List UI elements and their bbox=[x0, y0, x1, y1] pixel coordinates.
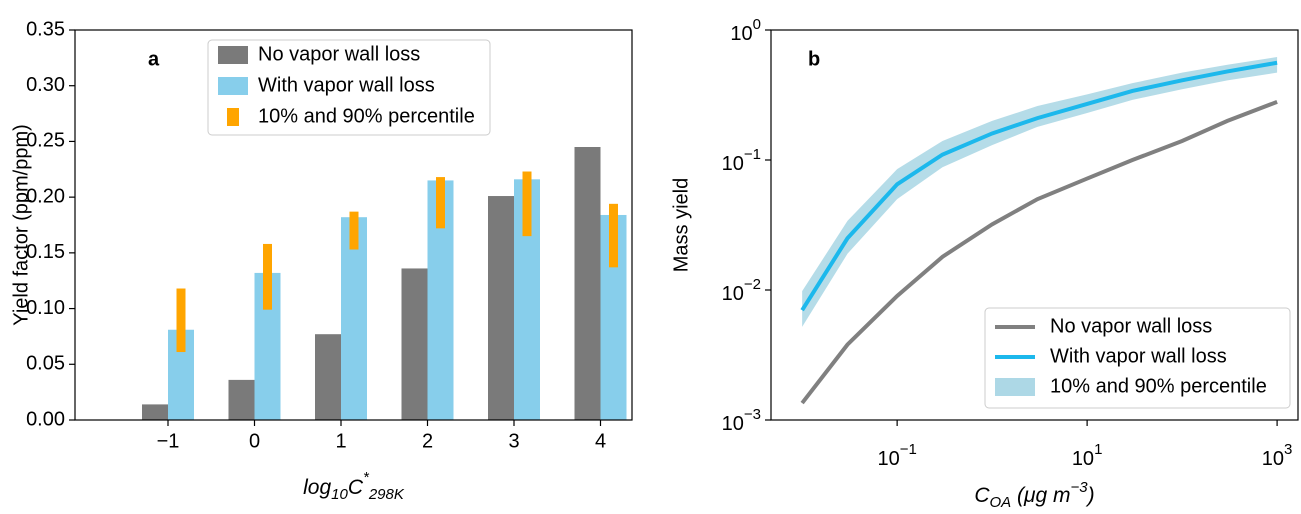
tick-exponent: 1 bbox=[1094, 441, 1102, 458]
x-tick-label: 3 bbox=[508, 430, 519, 452]
percentile-bar bbox=[522, 171, 532, 237]
tick-exponent: −2 bbox=[744, 276, 761, 293]
bar bbox=[401, 268, 428, 420]
tick-label: 101 bbox=[1072, 441, 1103, 470]
legend-swatch bbox=[218, 77, 248, 95]
line bbox=[800, 100, 1278, 405]
x-label-part: * bbox=[363, 469, 370, 486]
line bbox=[800, 60, 1278, 312]
x-label-part: 298K bbox=[368, 486, 405, 503]
x-label-part: log bbox=[303, 476, 331, 499]
tick-label: 0.20 bbox=[26, 185, 65, 207]
legend-label: 10% and 90% percentile bbox=[1050, 375, 1267, 397]
tick-label: 10−1 bbox=[722, 146, 761, 175]
tick-exponent: −1 bbox=[744, 146, 761, 163]
x-axis-label: log10C*298K bbox=[303, 469, 405, 503]
x-tick-label: 1 bbox=[335, 430, 346, 452]
tick-label: 0.25 bbox=[26, 130, 65, 152]
bar bbox=[142, 404, 168, 420]
percentile-bar bbox=[349, 211, 359, 250]
y-axis-label: Yield factor (ppm/ppm) bbox=[10, 124, 32, 326]
tick-base: 10 bbox=[877, 448, 899, 470]
tick-exponent: −1 bbox=[900, 441, 917, 458]
x-tick-label: 4 bbox=[595, 430, 606, 452]
x-tick-label: −1 bbox=[157, 430, 180, 452]
tick-label: 0.00 bbox=[26, 408, 65, 430]
tick-base: 10 bbox=[1072, 448, 1094, 470]
tick-label: 10−3 bbox=[722, 406, 761, 435]
bar bbox=[574, 147, 601, 420]
x-tick-label: 0 bbox=[249, 430, 260, 452]
tick-base: 10 bbox=[722, 153, 744, 175]
tick-label: 10−1 bbox=[877, 441, 916, 470]
x-label-part: 10 bbox=[331, 486, 348, 503]
x-label-part: C bbox=[348, 476, 364, 499]
legend-swatch bbox=[227, 108, 239, 126]
tick-label: 0.35 bbox=[26, 18, 65, 40]
bar bbox=[488, 196, 514, 420]
legend-swatch bbox=[995, 378, 1035, 396]
tick-base: 10 bbox=[722, 413, 744, 435]
bar bbox=[341, 217, 367, 420]
tick-base: 10 bbox=[1262, 448, 1284, 470]
axes-frame bbox=[74, 29, 633, 421]
x-label-part: (μg m bbox=[1011, 484, 1070, 507]
panel-label: a bbox=[148, 48, 160, 70]
bar bbox=[315, 334, 341, 420]
tick-exponent: −3 bbox=[744, 406, 761, 423]
percentile-bar bbox=[263, 243, 272, 310]
x-label-part: C bbox=[974, 484, 990, 507]
x-label-part: OA bbox=[990, 494, 1012, 511]
legend-label: With vapor wall loss bbox=[1050, 345, 1227, 367]
legend-box bbox=[207, 39, 491, 136]
percentile-bar bbox=[176, 288, 186, 353]
percentile-band bbox=[802, 56, 1278, 327]
x-label-part: −3 bbox=[1071, 479, 1089, 496]
axes-frame bbox=[770, 29, 1299, 421]
tick-label: 10−2 bbox=[722, 276, 761, 305]
x-tick-label: 2 bbox=[422, 430, 433, 452]
tick-label: 100 bbox=[730, 16, 761, 45]
tick-base: 10 bbox=[730, 23, 752, 45]
tick-label: 0.05 bbox=[26, 353, 65, 375]
tick-label: 0.10 bbox=[26, 297, 65, 319]
x-axis-label: COA (μg m−3) bbox=[974, 479, 1094, 511]
legend-label: No vapor wall loss bbox=[1050, 315, 1212, 337]
legend-label: With vapor wall loss bbox=[258, 74, 435, 96]
y-axis-label: Mass yield bbox=[670, 178, 692, 272]
percentile-bar bbox=[609, 203, 618, 268]
tick-label: 0.30 bbox=[26, 74, 65, 96]
tick-exponent: 3 bbox=[1284, 441, 1292, 458]
x-label-part: ) bbox=[1085, 484, 1095, 507]
legend-box bbox=[984, 307, 1291, 409]
legend-swatch bbox=[218, 46, 248, 64]
legend-label: 10% and 90% percentile bbox=[258, 105, 475, 127]
tick-exponent: 0 bbox=[753, 16, 761, 33]
tick-label: 103 bbox=[1262, 441, 1293, 470]
tick-label: 0.15 bbox=[26, 241, 65, 263]
legend-label: No vapor wall loss bbox=[258, 43, 420, 65]
panel-label: b bbox=[808, 48, 820, 70]
tick-base: 10 bbox=[722, 283, 744, 305]
bar bbox=[228, 379, 255, 420]
percentile-bar bbox=[436, 177, 445, 229]
